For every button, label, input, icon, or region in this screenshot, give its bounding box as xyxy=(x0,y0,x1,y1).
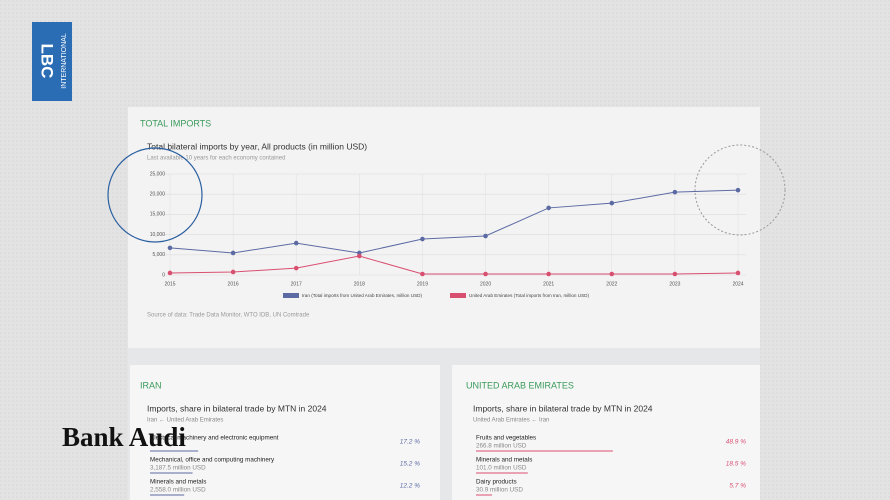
item-name: Minerals and metals xyxy=(476,457,532,464)
logo-sub: INTERNATIONAL xyxy=(61,33,68,89)
item-share: 18.5 % xyxy=(726,461,746,468)
point xyxy=(609,271,615,277)
chart-subtitle: Last available 10 years for each economy… xyxy=(147,156,285,162)
series-line xyxy=(169,189,739,254)
legend-label: Iran (Total imports from United Arab Emi… xyxy=(302,293,422,298)
item-name: Mechanical, office and computing machine… xyxy=(150,457,275,464)
item-name: Electrical machinery and electronic equi… xyxy=(150,435,279,442)
item-name: Fruits and vegetables xyxy=(476,435,536,442)
item-share: 17.2 % xyxy=(400,439,420,446)
y-tick-label: 25,000 xyxy=(150,171,166,177)
y-tick-label: 20,000 xyxy=(150,192,166,198)
x-tick-label: 2019 xyxy=(417,281,428,287)
panels: IRAN Imports, share in bilateral trade by… xyxy=(140,380,746,496)
point xyxy=(230,269,236,275)
item-value: 2,558.0 million USD xyxy=(150,487,206,494)
x-tick-label: 2017 xyxy=(291,281,302,287)
point xyxy=(546,271,551,277)
point xyxy=(672,271,678,277)
y-tick-label: 15,000 xyxy=(150,212,166,218)
x-tick-label: 2020 xyxy=(480,281,491,287)
section-title: TOTAL IMPORTS xyxy=(140,118,211,128)
item-share: 48.9 % xyxy=(726,439,746,446)
point xyxy=(483,233,488,239)
point xyxy=(420,236,425,242)
item-share: 12.2 % xyxy=(400,483,420,490)
x-tick-label: 2021 xyxy=(543,281,554,287)
item-share: 15.2 % xyxy=(400,461,420,468)
highlight-circle xyxy=(107,147,203,243)
series-line xyxy=(169,255,739,275)
panel-title: UNITED ARAB EMIRATES xyxy=(466,380,574,390)
point xyxy=(167,270,173,276)
item-share: 5.7 % xyxy=(729,483,746,490)
legend-swatch xyxy=(283,293,299,298)
panel-route: Iran ← United Arab Emirates xyxy=(147,418,223,424)
point xyxy=(230,250,236,256)
point xyxy=(672,189,678,195)
y-tick-label: 5,000 xyxy=(152,252,165,258)
x-tick-label: 2016 xyxy=(228,281,239,287)
source: Source of data: Trade Data Monitor, WTO … xyxy=(147,313,310,319)
panel-title: IRAN xyxy=(140,380,162,390)
panel-heading: Imports, share in bilateral trade by MTN… xyxy=(473,403,653,413)
logo-box xyxy=(32,22,72,101)
point xyxy=(420,271,425,277)
legend-swatch xyxy=(450,293,466,298)
x-tick-label: 2024 xyxy=(732,281,743,287)
item-value: 101.0 million USD xyxy=(476,465,527,472)
panel-heading: Imports, share in bilateral trade by MTN… xyxy=(147,403,327,413)
logo-text: LBC xyxy=(38,44,57,79)
x-tick-label: 2023 xyxy=(669,281,680,287)
legend-label: United Arab Emirates (Total imports from… xyxy=(469,293,589,298)
point xyxy=(735,270,741,276)
item-value: 3,187.5 million USD xyxy=(150,465,206,472)
item-value: 266.8 million USD xyxy=(476,443,527,450)
panel-route: United Arab Emirates ← Iran xyxy=(473,418,549,424)
point xyxy=(483,271,488,277)
x-tick-label: 2015 xyxy=(164,281,175,287)
y-tick-label: 0 xyxy=(162,272,165,278)
panel xyxy=(452,365,760,500)
panel xyxy=(130,365,440,500)
item-value: 30.9 million USD xyxy=(476,487,523,494)
chart: 0 5,000 10,000 15,000 20,000 25,000 2015 2016 20… xyxy=(150,171,746,298)
point xyxy=(293,240,299,246)
point xyxy=(357,253,362,259)
chart-title: Total bilateral imports by year, All pro… xyxy=(147,141,367,151)
x-tick-label: 2022 xyxy=(606,281,617,287)
point xyxy=(546,205,551,211)
highlight-circle xyxy=(694,144,786,236)
x-tick-label: 2018 xyxy=(354,281,365,287)
point xyxy=(735,187,741,193)
sponsor: Bank Audi xyxy=(62,422,186,452)
point xyxy=(167,245,173,251)
item-name: Minerals and metals xyxy=(150,479,206,486)
point xyxy=(609,200,615,206)
point xyxy=(293,265,299,271)
y-tick-label: 10,000 xyxy=(150,232,166,238)
item-name: Dairy products xyxy=(476,479,517,486)
